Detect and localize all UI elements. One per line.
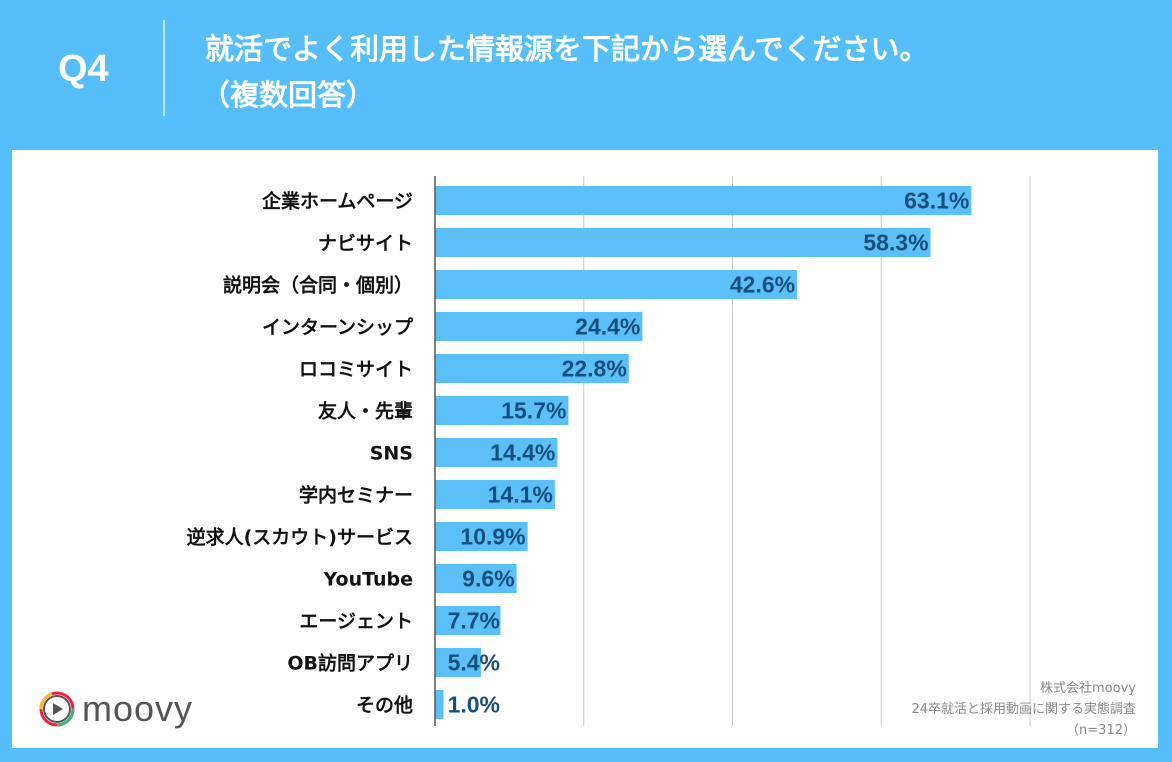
question-title: 就活でよく利用した情報源を下記から選んでください。 （複数回答）: [201, 26, 929, 118]
category-label: ロコミサイト: [299, 359, 413, 381]
source-company: 株式会社moovy: [1040, 681, 1136, 696]
bar: [435, 690, 444, 719]
source-survey: 24卒就活と採用動画に関する実態調査: [911, 702, 1136, 717]
data-label: 5.4%: [448, 650, 500, 676]
category-label: 説明会（合同・個別）: [223, 274, 413, 297]
category-label: 友人・先輩: [318, 400, 413, 423]
bar: [435, 228, 931, 257]
title-line-2: （複数回答）: [201, 78, 376, 112]
data-label: 14.4%: [490, 440, 555, 466]
data-label: 24.4%: [575, 314, 640, 340]
data-label: 42.6%: [730, 272, 795, 298]
bar: [435, 564, 517, 593]
data-label: 63.1%: [904, 188, 969, 214]
category-label: 企業ホームページ: [261, 190, 413, 213]
category-label: SNS: [370, 443, 413, 465]
source-note: 株式会社moovy 24卒就活と採用動画に関する実態調査 （n=312）: [911, 678, 1136, 741]
play-circle-icon: [39, 691, 75, 727]
bar: [435, 396, 569, 425]
category-label: 学内セミナー: [299, 484, 413, 507]
header-divider: [163, 20, 165, 116]
bar: [435, 522, 528, 551]
bar: [435, 354, 629, 383]
bar: [435, 480, 555, 509]
moovy-logo: moovy: [38, 688, 193, 730]
bar: [435, 312, 643, 341]
category-label: その他: [356, 694, 413, 717]
category-label: エージェント: [299, 611, 413, 633]
bar: [435, 186, 972, 215]
data-label: 1.0%: [448, 692, 500, 718]
category-label: 逆求人(スカウト)サービス: [187, 526, 413, 549]
bar: [435, 438, 558, 467]
category-label: YouTube: [323, 569, 413, 591]
sample-size: （n=312）: [1066, 723, 1136, 738]
logo-text: moovy: [82, 688, 194, 729]
data-label: 7.7%: [448, 608, 500, 634]
bar: [435, 606, 501, 635]
data-label: 58.3%: [863, 230, 928, 256]
category-label: インターンシップ: [262, 316, 414, 339]
data-label: 22.8%: [562, 356, 627, 382]
bar: [435, 648, 481, 677]
data-label: 15.7%: [501, 398, 566, 424]
bar: [435, 270, 798, 299]
question-number: Q4: [58, 48, 109, 90]
data-label: 14.1%: [488, 482, 553, 508]
data-label: 10.9%: [460, 524, 525, 550]
title-line-1: 就活でよく利用した情報源を下記から選んでください。: [205, 32, 929, 66]
category-label: ナビサイト: [318, 233, 413, 255]
data-label: 9.6%: [462, 566, 514, 592]
category-label: OB訪問アプリ: [287, 652, 413, 675]
